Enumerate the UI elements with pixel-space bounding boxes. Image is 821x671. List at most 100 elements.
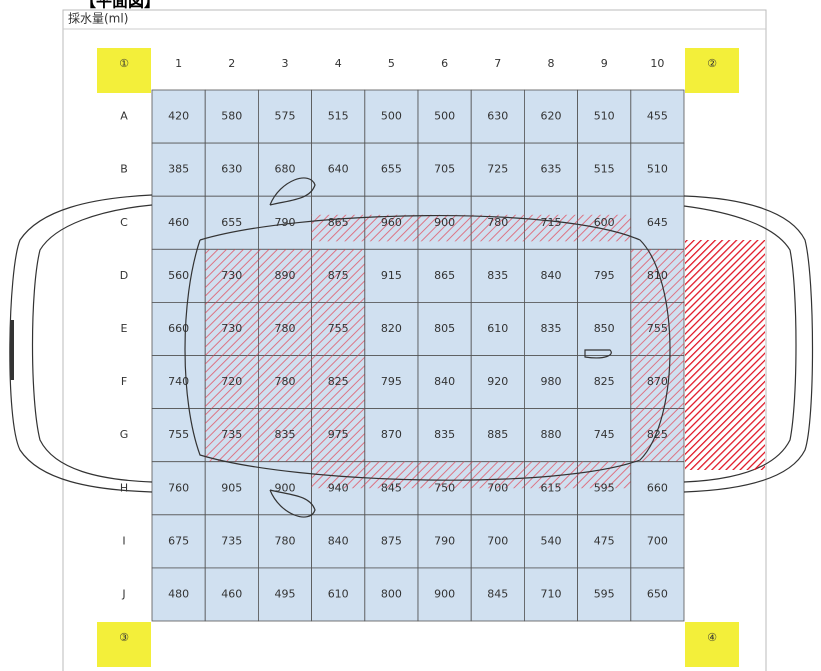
hatch: [418, 214, 472, 242]
cell-value: 835: [487, 269, 508, 282]
cell-value: 960: [381, 216, 402, 229]
cell-value: 575: [275, 110, 296, 123]
hatch: [311, 249, 365, 303]
cell: [524, 301, 579, 356]
corner-label: ④: [707, 631, 717, 644]
cell-value: 845: [487, 587, 508, 600]
cell: [204, 89, 259, 144]
hatch: [258, 355, 312, 409]
cell: [577, 408, 632, 463]
cell-value: 600: [594, 216, 615, 229]
cell: [151, 355, 206, 409]
column-label: 5: [388, 57, 395, 70]
cell-value: 805: [434, 322, 455, 335]
cell-value: 510: [647, 163, 668, 176]
cell-value: 680: [275, 163, 296, 176]
row-label: J: [121, 587, 125, 600]
hatch: [577, 461, 631, 489]
cell-value: 920: [487, 375, 508, 388]
row-label: H: [120, 481, 128, 494]
cell: [364, 301, 419, 356]
hatch: [630, 302, 684, 356]
row-label: I: [122, 534, 125, 547]
cell-value: 580: [221, 110, 242, 123]
cell-value: 790: [275, 216, 296, 229]
cell-value: 630: [221, 163, 242, 176]
cell-value: 750: [434, 481, 455, 494]
cell-value: 540: [541, 534, 562, 547]
cell-value: 840: [328, 534, 349, 547]
cell: [630, 514, 685, 569]
cell-value: 865: [328, 216, 349, 229]
cell: [470, 567, 525, 622]
cell: [257, 195, 312, 250]
row-label: E: [121, 322, 128, 335]
cell: [151, 142, 206, 197]
cell-value: 880: [541, 428, 562, 441]
cell: [470, 248, 525, 303]
hatch: [205, 355, 259, 409]
row-label: C: [120, 216, 128, 229]
cell: [151, 514, 206, 569]
cell-value: 735: [221, 428, 242, 441]
cell: [151, 248, 206, 303]
cell-value: 700: [647, 534, 668, 547]
cell-value: 975: [328, 428, 349, 441]
cell: [257, 142, 312, 197]
cell-value: 835: [541, 322, 562, 335]
column-label: 1: [175, 57, 182, 70]
cell: [417, 514, 472, 569]
cell-value: 755: [647, 322, 668, 335]
cell-value: 715: [541, 216, 562, 229]
cell: [257, 89, 312, 144]
cell-value: 780: [487, 216, 508, 229]
corner-label: ③: [119, 631, 129, 644]
cell: [630, 567, 685, 622]
cell-value: 495: [275, 587, 296, 600]
cell: [311, 142, 366, 197]
cell-value: 915: [381, 269, 402, 282]
cell-value: 840: [541, 269, 562, 282]
cell-value: 655: [221, 216, 242, 229]
cell-value: 595: [594, 481, 615, 494]
unit-label: 採水量(ml): [68, 12, 128, 26]
cell-value: 515: [328, 110, 349, 123]
hatch: [364, 461, 418, 489]
cell-value: 710: [541, 587, 562, 600]
cell-value: 610: [328, 587, 349, 600]
cell: [417, 89, 472, 144]
cell-value: 825: [328, 375, 349, 388]
cell-value: 780: [275, 534, 296, 547]
hatch: [364, 214, 418, 242]
cell-value: 700: [487, 481, 508, 494]
cell: [577, 514, 632, 569]
column-label: 10: [650, 57, 664, 70]
cell-value: 875: [328, 269, 349, 282]
corner-box: [685, 622, 739, 667]
hatch: [630, 249, 684, 303]
cell: [204, 142, 259, 197]
cell-value: 890: [275, 269, 296, 282]
cell-value: 780: [275, 375, 296, 388]
cell-value: 660: [647, 481, 668, 494]
cell-value: 615: [541, 481, 562, 494]
corner-box: [97, 622, 151, 667]
cell: [630, 89, 685, 144]
hatch: [258, 249, 312, 303]
hatch: [258, 302, 312, 356]
column-label: 6: [441, 57, 448, 70]
row-label: D: [120, 269, 128, 282]
cell: [417, 142, 472, 197]
cell-value: 835: [275, 428, 296, 441]
cell-value: 755: [168, 428, 189, 441]
cell: [417, 355, 472, 409]
column-label: 2: [228, 57, 235, 70]
cell: [311, 89, 366, 144]
hatch: [311, 302, 365, 356]
cell-value: 730: [221, 269, 242, 282]
cell-value: 790: [434, 534, 455, 547]
cell-value: 795: [381, 375, 402, 388]
cell-value: 780: [275, 322, 296, 335]
cell-value: 755: [328, 322, 349, 335]
